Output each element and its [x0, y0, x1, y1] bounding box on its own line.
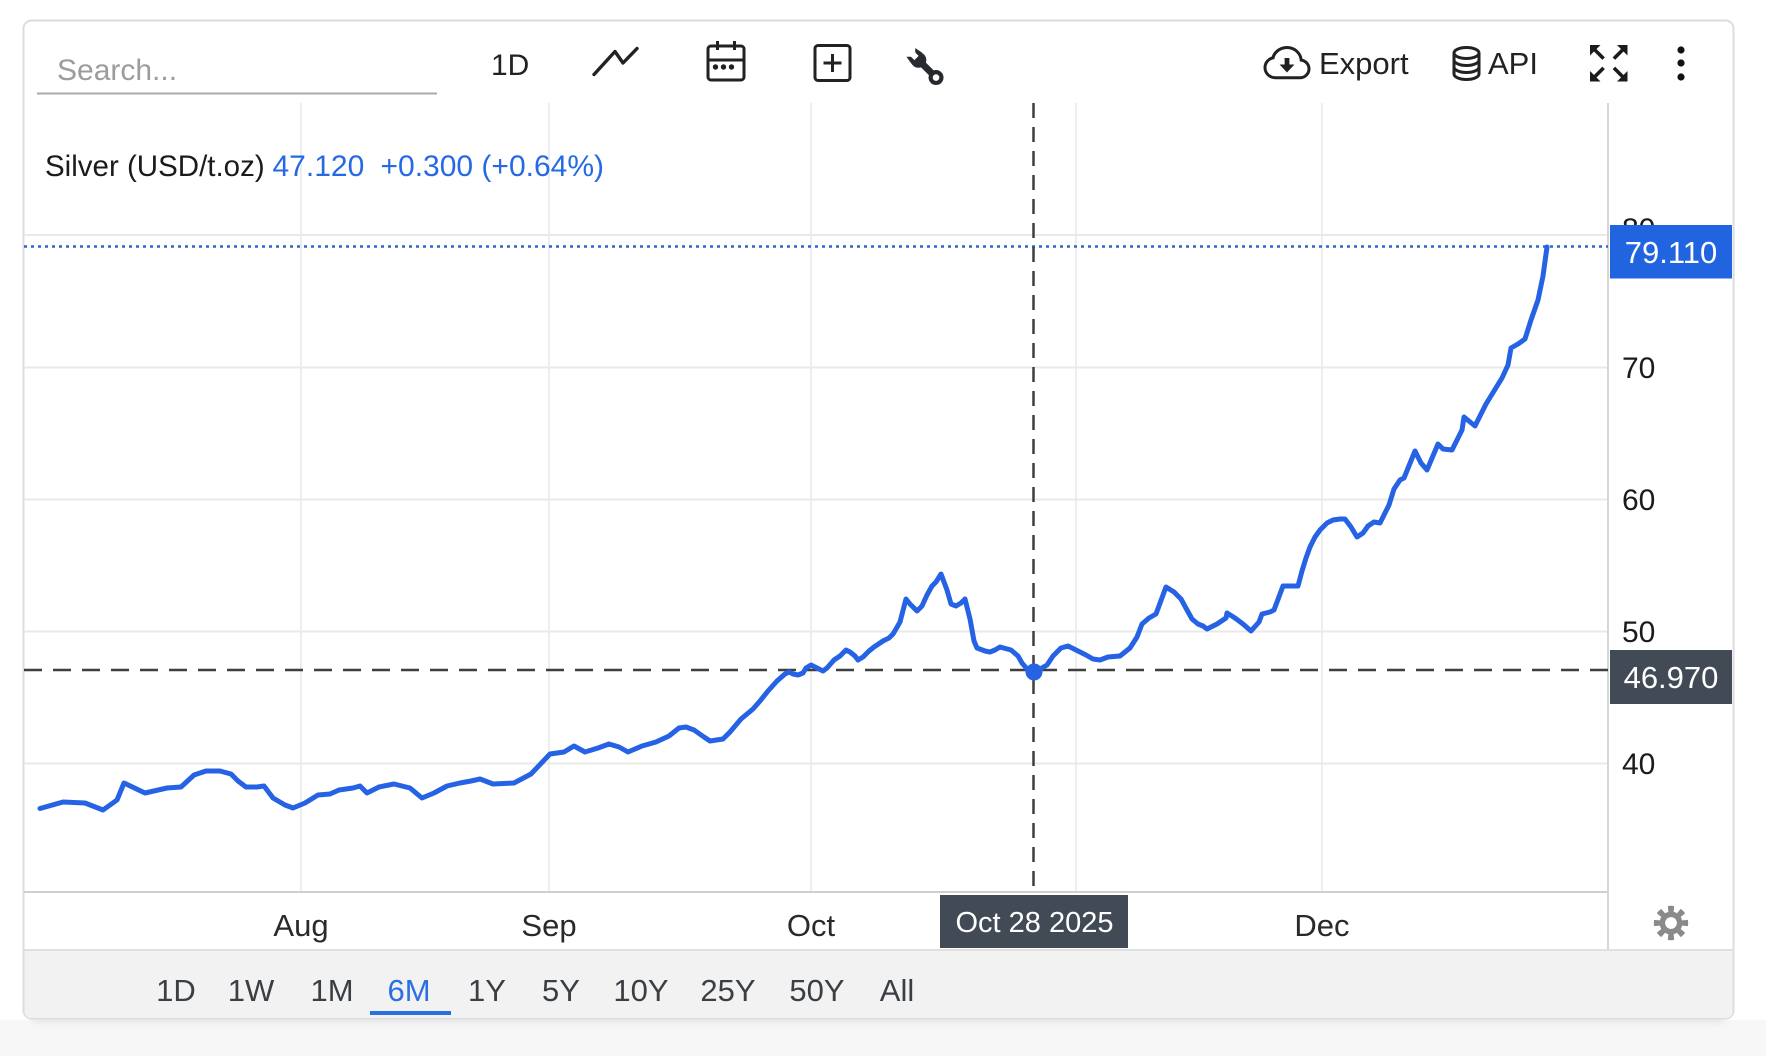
svg-text:50Y: 50Y	[789, 973, 844, 1008]
svg-text:Export: Export	[1319, 46, 1409, 81]
svg-text:1D: 1D	[156, 973, 196, 1008]
svg-text:79.110: 79.110	[1625, 235, 1718, 270]
svg-text:46.970: 46.970	[1624, 660, 1719, 695]
svg-text:Aug: Aug	[273, 908, 328, 943]
svg-text:1M: 1M	[310, 973, 353, 1008]
svg-text:Search...: Search...	[57, 54, 177, 87]
svg-text:47.120: 47.120	[273, 150, 365, 183]
svg-text:1Y: 1Y	[468, 973, 506, 1008]
svg-text:10Y: 10Y	[613, 973, 668, 1008]
svg-text:5Y: 5Y	[542, 973, 580, 1008]
svg-text:All: All	[880, 973, 914, 1008]
svg-text:25Y: 25Y	[700, 973, 755, 1008]
svg-text:70: 70	[1622, 352, 1655, 385]
svg-text:1W: 1W	[228, 973, 275, 1008]
svg-text:Silver (USD/t.oz): Silver (USD/t.oz)	[45, 150, 265, 183]
svg-text:Oct: Oct	[787, 908, 836, 943]
svg-text:Oct 28 2025: Oct 28 2025	[956, 907, 1114, 939]
svg-text:1D: 1D	[491, 49, 529, 82]
svg-text:Sep: Sep	[521, 908, 576, 943]
svg-text:50: 50	[1622, 616, 1655, 649]
svg-text:40: 40	[1622, 748, 1655, 781]
svg-text:Dec: Dec	[1294, 908, 1349, 943]
svg-text:60: 60	[1622, 484, 1655, 517]
svg-text:6M: 6M	[387, 973, 430, 1008]
svg-text:API: API	[1488, 46, 1538, 81]
svg-text:+0.300 (+0.64%): +0.300 (+0.64%)	[381, 150, 605, 183]
